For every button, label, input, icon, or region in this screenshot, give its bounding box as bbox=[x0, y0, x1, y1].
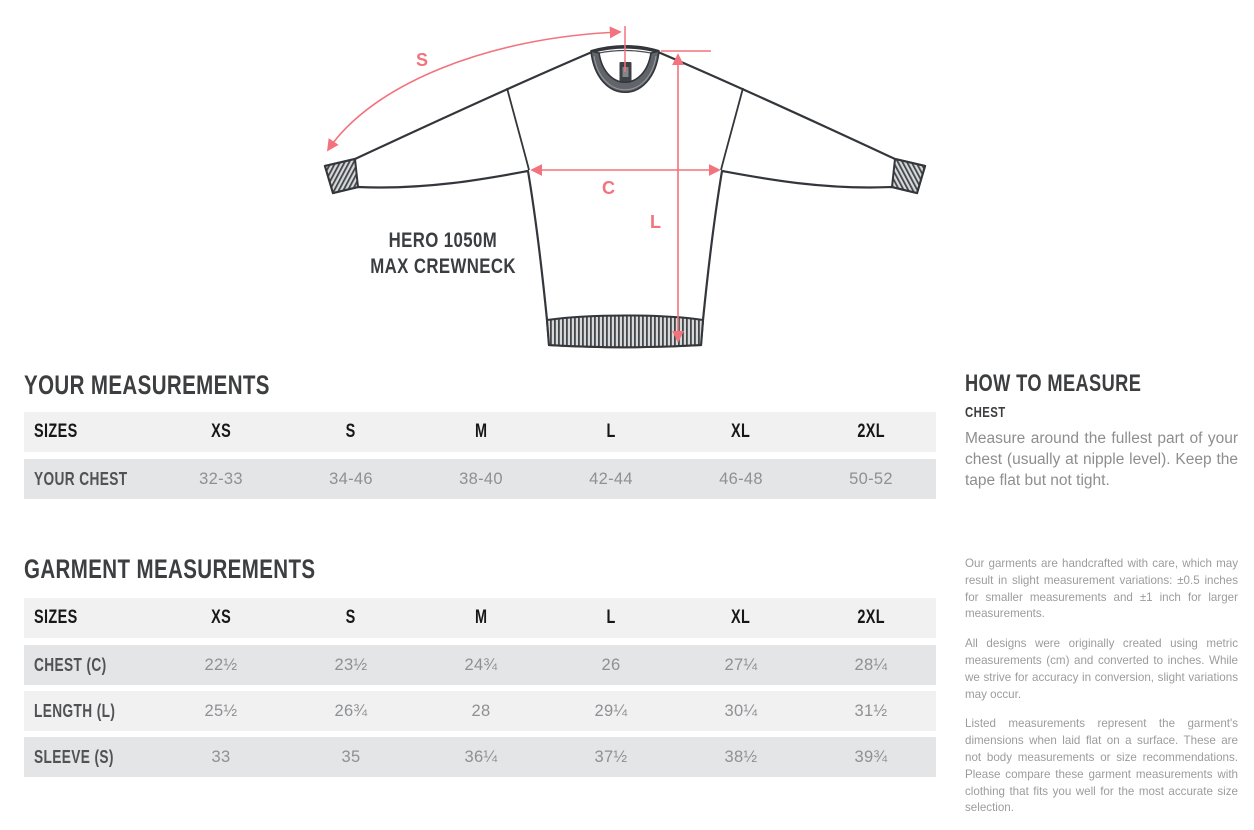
your-measurements-title: YOUR MEASUREMENTS bbox=[24, 370, 270, 400]
hem-rib-band bbox=[545, 314, 705, 349]
length-annotation-letter: L bbox=[650, 212, 661, 232]
how-to-measure-body: Measure around the fullest part of your … bbox=[965, 430, 1238, 490]
cell-value: 29¼ bbox=[594, 701, 628, 720]
disclaimer-paragraph: Our garments are handcrafted with care, … bbox=[965, 557, 1238, 621]
column-header: 2XL bbox=[857, 421, 885, 442]
cell-value: 36¼ bbox=[464, 747, 498, 766]
cell-value: 22½ bbox=[204, 655, 238, 674]
column-header: XS bbox=[210, 607, 232, 628]
cell-value: 34-46 bbox=[329, 469, 373, 488]
cell-value: 26 bbox=[601, 655, 621, 674]
length-row: LENGTH (L) 25½ 26¾ 28 29¼ 30¼ 31½ bbox=[24, 691, 936, 731]
product-label-line1: HERO 1050M bbox=[388, 229, 498, 252]
column-header: L bbox=[606, 421, 616, 442]
cell-value: 31½ bbox=[854, 701, 888, 720]
disclaimer-paragraph: All designs were originally created usin… bbox=[965, 637, 1238, 701]
cell-value: 25½ bbox=[204, 701, 238, 720]
chest-annotation-letter: C bbox=[602, 178, 615, 198]
cell-value: 26¾ bbox=[334, 701, 368, 720]
row-label: SLEEVE (S) bbox=[34, 746, 114, 767]
column-header: SIZES bbox=[34, 607, 78, 628]
sweater-illustration: S C L bbox=[323, 26, 927, 349]
cell-value: 24¾ bbox=[464, 655, 498, 674]
garment-measurements-header-row: SIZES XS S M L XL 2XL bbox=[24, 598, 936, 638]
column-header: XL bbox=[731, 421, 751, 442]
cell-value: 30¼ bbox=[724, 701, 758, 720]
cell-value: 28 bbox=[471, 701, 491, 720]
cell-value: 33 bbox=[211, 747, 231, 766]
column-header: SIZES bbox=[34, 421, 78, 442]
garment-diagram: S C L HERO 1050M MAX CREWNECK bbox=[310, 4, 955, 364]
sleeve-row: SLEEVE (S) 33 35 36¼ 37½ 38½ 39¾ bbox=[24, 737, 936, 777]
row-label: LENGTH (L) bbox=[34, 700, 116, 721]
disclaimer-paragraph: Listed measurements represent the garmen… bbox=[965, 717, 1238, 815]
your-chest-row: YOUR CHEST 32-33 34-46 38-40 42-44 46-48… bbox=[24, 459, 936, 499]
cell-value: 39¾ bbox=[854, 747, 888, 766]
column-header: S bbox=[345, 607, 357, 628]
column-header: L bbox=[606, 607, 616, 628]
cell-value: 46-48 bbox=[719, 469, 763, 488]
how-to-measure-title: HOW TO MEASURE bbox=[965, 370, 1142, 397]
your-measurements-header-row: SIZES XS S M L XL 2XL bbox=[24, 412, 936, 452]
row-label: YOUR CHEST bbox=[34, 468, 128, 489]
column-header: M bbox=[474, 607, 488, 628]
column-header: 2XL bbox=[857, 607, 885, 628]
right-cuff-rib bbox=[890, 157, 927, 195]
right-shoulder-seam bbox=[720, 87, 744, 171]
cell-value: 23½ bbox=[334, 655, 368, 674]
column-header: S bbox=[345, 421, 357, 442]
sleeve-annotation-letter: S bbox=[416, 50, 428, 70]
sleeve-measure-arrow bbox=[327, 26, 622, 152]
how-to-measure-subtitle: CHEST bbox=[965, 404, 1006, 421]
row-label: CHEST (C) bbox=[34, 654, 107, 675]
disclaimer-notes: Our garments are handcrafted with care, … bbox=[965, 556, 1238, 830]
chest-row: CHEST (C) 22½ 23½ 24¾ 26 27¼ 28¼ bbox=[24, 645, 936, 685]
size-chart-page: { "figure": { "product_label": { "line1"… bbox=[24, 4, 1238, 815]
cell-value: 28¼ bbox=[854, 655, 888, 674]
garment-measurements-title: GARMENT MEASUREMENTS bbox=[24, 554, 316, 584]
column-header: M bbox=[474, 421, 488, 442]
cell-value: 42-44 bbox=[589, 469, 633, 488]
cell-value: 32-33 bbox=[199, 469, 243, 488]
left-cuff-rib bbox=[323, 157, 360, 195]
cell-value: 35 bbox=[341, 747, 361, 766]
cell-value: 38-40 bbox=[459, 469, 503, 488]
product-label: HERO 1050M MAX CREWNECK bbox=[348, 228, 538, 280]
cell-value: 50-52 bbox=[849, 469, 893, 488]
column-header: XL bbox=[731, 607, 751, 628]
cell-value: 38½ bbox=[724, 747, 758, 766]
column-header: XS bbox=[210, 421, 232, 442]
cell-value: 37½ bbox=[594, 747, 628, 766]
product-label-line2: MAX CREWNECK bbox=[370, 255, 516, 279]
cell-value: 27¼ bbox=[724, 655, 758, 674]
